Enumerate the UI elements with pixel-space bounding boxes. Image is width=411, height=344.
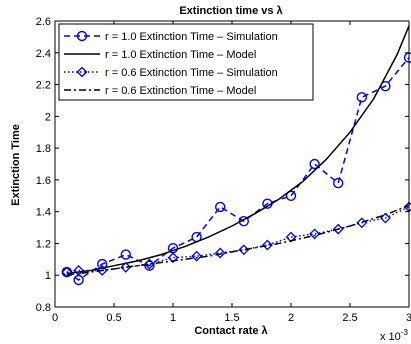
- plot-frame: [54, 20, 410, 308]
- series-3-point: [238, 244, 250, 256]
- x-tick-label: 3: [406, 312, 411, 324]
- series-layer: [61, 25, 411, 286]
- x-axis-multiplier-exponent: -3: [401, 328, 409, 337]
- chart-title: Extinction time vs λ: [179, 5, 282, 17]
- series-3-point: [73, 265, 85, 276]
- y-tick-label: 1.2: [36, 238, 51, 250]
- legend-label-3: r = 0.6 Extinction Time – Simulation: [105, 67, 278, 79]
- x-axis-title: Contact rate λ: [194, 325, 267, 337]
- series-1-point: [238, 215, 250, 227]
- legend-label-4: r = 0.6 Extinction Time – Model: [105, 85, 256, 97]
- y-tick-label: 1: [45, 270, 51, 282]
- series-3-point: [309, 228, 321, 240]
- series-4: [66, 204, 410, 276]
- series-1-point: [356, 92, 367, 103]
- x-tick-label: 0.5: [106, 312, 121, 324]
- series-3-point: [332, 223, 344, 235]
- y-tick-label: 0.8: [36, 302, 51, 314]
- y-axis-title: Extinction Time: [10, 124, 22, 206]
- series-3-point: [214, 247, 226, 259]
- x-tick-label: 2.5: [342, 312, 357, 324]
- x-tick-label: 1: [170, 312, 176, 324]
- y-tick-label: 2.6: [36, 16, 51, 28]
- x-tick-label: 1.5: [224, 312, 239, 324]
- legend-marker-3: [76, 66, 88, 78]
- x-axis-multiplier: x 10-3: [380, 328, 408, 343]
- series-3-point: [285, 231, 297, 243]
- series-3-point: [120, 261, 132, 273]
- series-1-point: [144, 260, 155, 271]
- ticks-layer: 0 0.5 1 1.5 2 2.5 3 0.8 1 1.2 1.4 1.6 1.8 2 2.2 2.4 2.6: [36, 16, 411, 324]
- series-1-line: [66, 57, 410, 281]
- series-3-point: [143, 258, 155, 270]
- series-3-point: [261, 239, 273, 251]
- series-4-line: [66, 204, 410, 276]
- series-1-point: [285, 190, 297, 201]
- x-tick-label: 2: [288, 312, 294, 324]
- series-1-point: [309, 158, 320, 170]
- series-3-point: [191, 250, 203, 262]
- series-3-point: [167, 252, 179, 264]
- legend-label-1: r = 1.0 Extinction Time – Simulation: [105, 31, 278, 43]
- legend-box: [58, 23, 314, 101]
- legend-label-2: r = 1.0 Extinction Time – Model: [105, 49, 256, 61]
- series-1: [61, 52, 411, 286]
- legend: r = 1.0 Extinction Time – Simulation r = …: [58, 23, 314, 101]
- legend-marker-1: [76, 30, 88, 42]
- series-1-point: [333, 177, 344, 189]
- x-tick-label: 0: [52, 312, 58, 324]
- series-3-point: [96, 265, 108, 276]
- y-tick-label: 1.8: [36, 143, 51, 155]
- y-tick-label: 2.4: [36, 48, 51, 60]
- series-1-point: [120, 249, 132, 260]
- y-tick-label: 2.2: [36, 80, 51, 92]
- series-1-point: [214, 201, 226, 213]
- x-axis-multiplier-base: x 10: [380, 331, 401, 343]
- y-tick-label: 1.6: [36, 175, 51, 187]
- y-tick-label: 1.4: [36, 207, 51, 219]
- series-3-point: [61, 266, 73, 278]
- y-tick-label: 2: [45, 111, 51, 123]
